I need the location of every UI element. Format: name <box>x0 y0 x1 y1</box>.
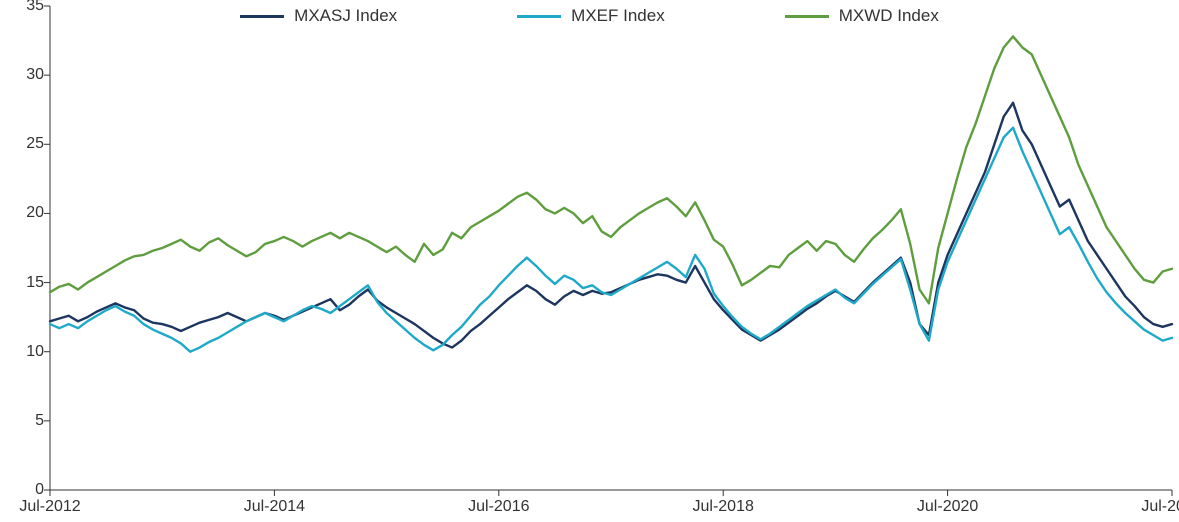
y-tick-label: 35 <box>4 0 44 15</box>
index-line-chart: MXASJ Index MXEF Index MXWD Index 051015… <box>0 0 1179 522</box>
y-tick-label: 10 <box>4 343 44 361</box>
y-tick-label: 30 <box>4 66 44 84</box>
y-tick-label: 5 <box>4 412 44 430</box>
plot-area <box>0 0 1179 522</box>
x-tick-label: Jul-2018 <box>693 498 754 516</box>
y-tick-label: 20 <box>4 204 44 222</box>
x-tick-label: Jul-2020 <box>917 498 978 516</box>
y-tick-label: 25 <box>4 135 44 153</box>
series-line <box>50 36 1172 303</box>
y-tick-label: 15 <box>4 274 44 292</box>
x-tick-label: Jul-2016 <box>468 498 529 516</box>
x-tick-label: Jul-2012 <box>19 498 80 516</box>
y-tick-label: 0 <box>4 481 44 499</box>
x-tick-label: Jul-2022 <box>1141 498 1179 516</box>
x-tick-label: Jul-2014 <box>244 498 305 516</box>
